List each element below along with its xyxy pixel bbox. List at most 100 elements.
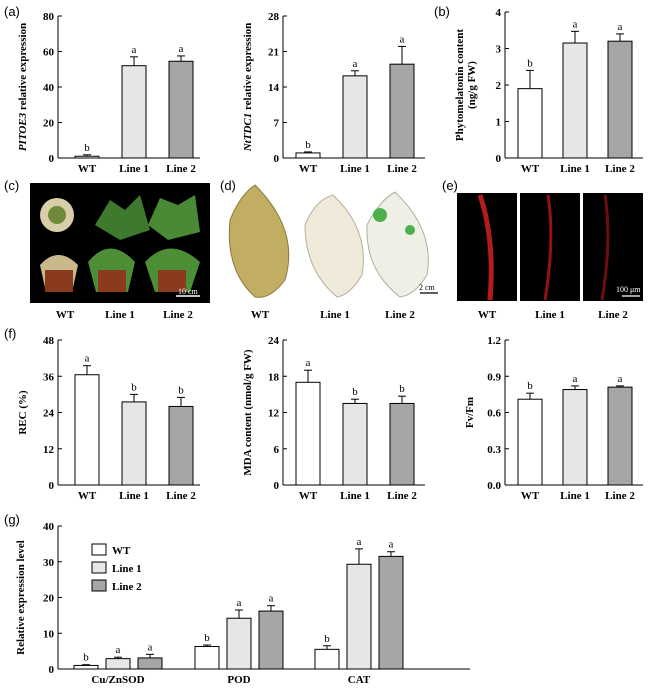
line2-leaf (366, 191, 429, 298)
significance-letter: a (116, 644, 121, 656)
y-axis-label-rest: relative expression (242, 23, 254, 113)
significance-letter: a (269, 593, 274, 605)
bar-cu-znsod-line-2 (137, 657, 163, 670)
chart-a2: 0 7 14 21 28 b WT a Line 1 a Line 2 NtTDC1 relative… (242, 11, 425, 175)
bar-line-2 (607, 386, 633, 486)
y-tick-label: 0.0 (487, 480, 501, 492)
significance-letter: b (352, 386, 358, 398)
chart-f1: 0 12 24 36 48 a WT b Line 1 b Line 2 REC (%) (17, 335, 200, 502)
scale-text-d: 2 cm (419, 283, 436, 292)
significance-letter: a (573, 18, 578, 30)
x-tick-label: WT (78, 490, 97, 502)
bar-line-2 (607, 40, 633, 159)
photo-d-label-wt: WT (251, 309, 270, 321)
significance-letter: a (573, 373, 578, 385)
y-tick-label: 7 (274, 118, 280, 130)
significance-letter: a (132, 44, 137, 56)
y-tick-label: 0.9 (487, 371, 501, 383)
x-tick-label: WT (521, 490, 540, 502)
y-tick-label: 0 (49, 480, 55, 492)
y-tick-label: 6 (274, 444, 280, 456)
panel-label-b: (b) (434, 4, 450, 19)
panel-label-c: (c) (4, 178, 19, 193)
photo-e-label-wt: WT (478, 309, 497, 321)
panel-label-g: (g) (4, 512, 20, 527)
y-tick-label: 40 (43, 82, 55, 94)
y-axis-label: Relative expression level (15, 540, 27, 655)
y-tick-label: 12 (43, 444, 55, 456)
line2-leaf-green-spot (373, 208, 387, 222)
y-tick-label: 60 (43, 47, 55, 59)
y-tick-label: 1 (496, 117, 502, 129)
bar-pod-line-2 (258, 610, 284, 670)
wt-fluorescence (457, 193, 517, 301)
x-tick-label: Line 1 (340, 163, 370, 175)
panel-label-a: (a) (4, 4, 20, 19)
x-tick-label: Line 2 (605, 490, 635, 502)
x-tick-label: Line 2 (387, 163, 417, 175)
y-axis-label-gene: PITOE3 (17, 112, 29, 151)
significance-letter: a (306, 357, 311, 369)
bar-cu-znsod-wt (73, 664, 99, 670)
line2-pot (158, 270, 186, 292)
wt-pot (45, 270, 73, 292)
y-axis-label: Phytomelatonin content (454, 29, 466, 141)
bar-wt (74, 374, 100, 486)
y-tick-label: 12 (268, 408, 280, 420)
y-axis-label-rest: relative expression (17, 23, 29, 113)
photo-c-label-line2: Line 2 (163, 309, 193, 321)
significance-letter: a (179, 43, 184, 55)
legend-swatch (91, 579, 107, 592)
significance-letter: a (353, 58, 358, 70)
y-tick-label: 30 (43, 557, 55, 569)
panel-label-e: (e) (442, 178, 458, 193)
line1-plant-top (95, 195, 150, 240)
y-axis-label-units: (ng/g FW) (466, 61, 478, 109)
bar-cu-znsod-line-1 (105, 658, 131, 670)
scale-text-e: 100 μm (616, 285, 641, 294)
bar-line-2 (389, 402, 415, 486)
y-axis-label: Fv/Fm (464, 397, 476, 428)
y-tick-label: 20 (43, 593, 55, 605)
photo-c-label-line1: Line 1 (105, 309, 135, 321)
y-tick-label: 24 (268, 335, 280, 347)
y-tick-label: 40 (43, 521, 55, 533)
bar-line-2 (168, 405, 194, 486)
y-tick-label: 1.2 (487, 335, 501, 347)
panel-c-photo: 10 cm (30, 183, 210, 303)
bar-line-1 (342, 402, 368, 486)
y-tick-label: 2 (496, 80, 502, 92)
bar-line-1 (121, 401, 147, 486)
significance-letter: b (204, 632, 210, 644)
scale-text-c: 10 cm (178, 287, 199, 296)
significance-letter: b (178, 384, 184, 396)
panel-label-f: (f) (4, 326, 16, 341)
y-tick-label: 0 (496, 153, 502, 165)
x-tick-label: Line 1 (560, 163, 590, 175)
y-tick-label: 18 (268, 371, 280, 383)
y-tick-label: 0 (49, 664, 55, 676)
legend-label: Line 2 (112, 581, 142, 593)
y-tick-label: 21 (268, 47, 279, 59)
bar-line-1 (342, 75, 368, 159)
bar-line-1 (562, 42, 588, 159)
y-tick-label: 24 (43, 408, 55, 420)
x-tick-label: WT (299, 490, 318, 502)
y-tick-label: 80 (43, 11, 55, 23)
significance-letter: a (237, 597, 242, 609)
significance-letter: a (618, 373, 623, 385)
bar-wt (74, 155, 100, 159)
x-tick-label: Line 1 (340, 490, 370, 502)
bar-cat-line-1 (346, 563, 372, 670)
x-tick-label: Line 1 (119, 163, 149, 175)
photo-d-label-line2: Line 2 (385, 309, 415, 321)
x-tick-label: Line 2 (166, 163, 196, 175)
x-tick-label: Line 1 (560, 490, 590, 502)
significance-letter: b (399, 383, 405, 395)
bar-line-2 (168, 60, 194, 159)
x-tick-label: POD (227, 674, 250, 686)
bar-line-1 (121, 65, 147, 159)
line2-plant-top (148, 195, 200, 240)
significance-letter: b (527, 380, 533, 392)
